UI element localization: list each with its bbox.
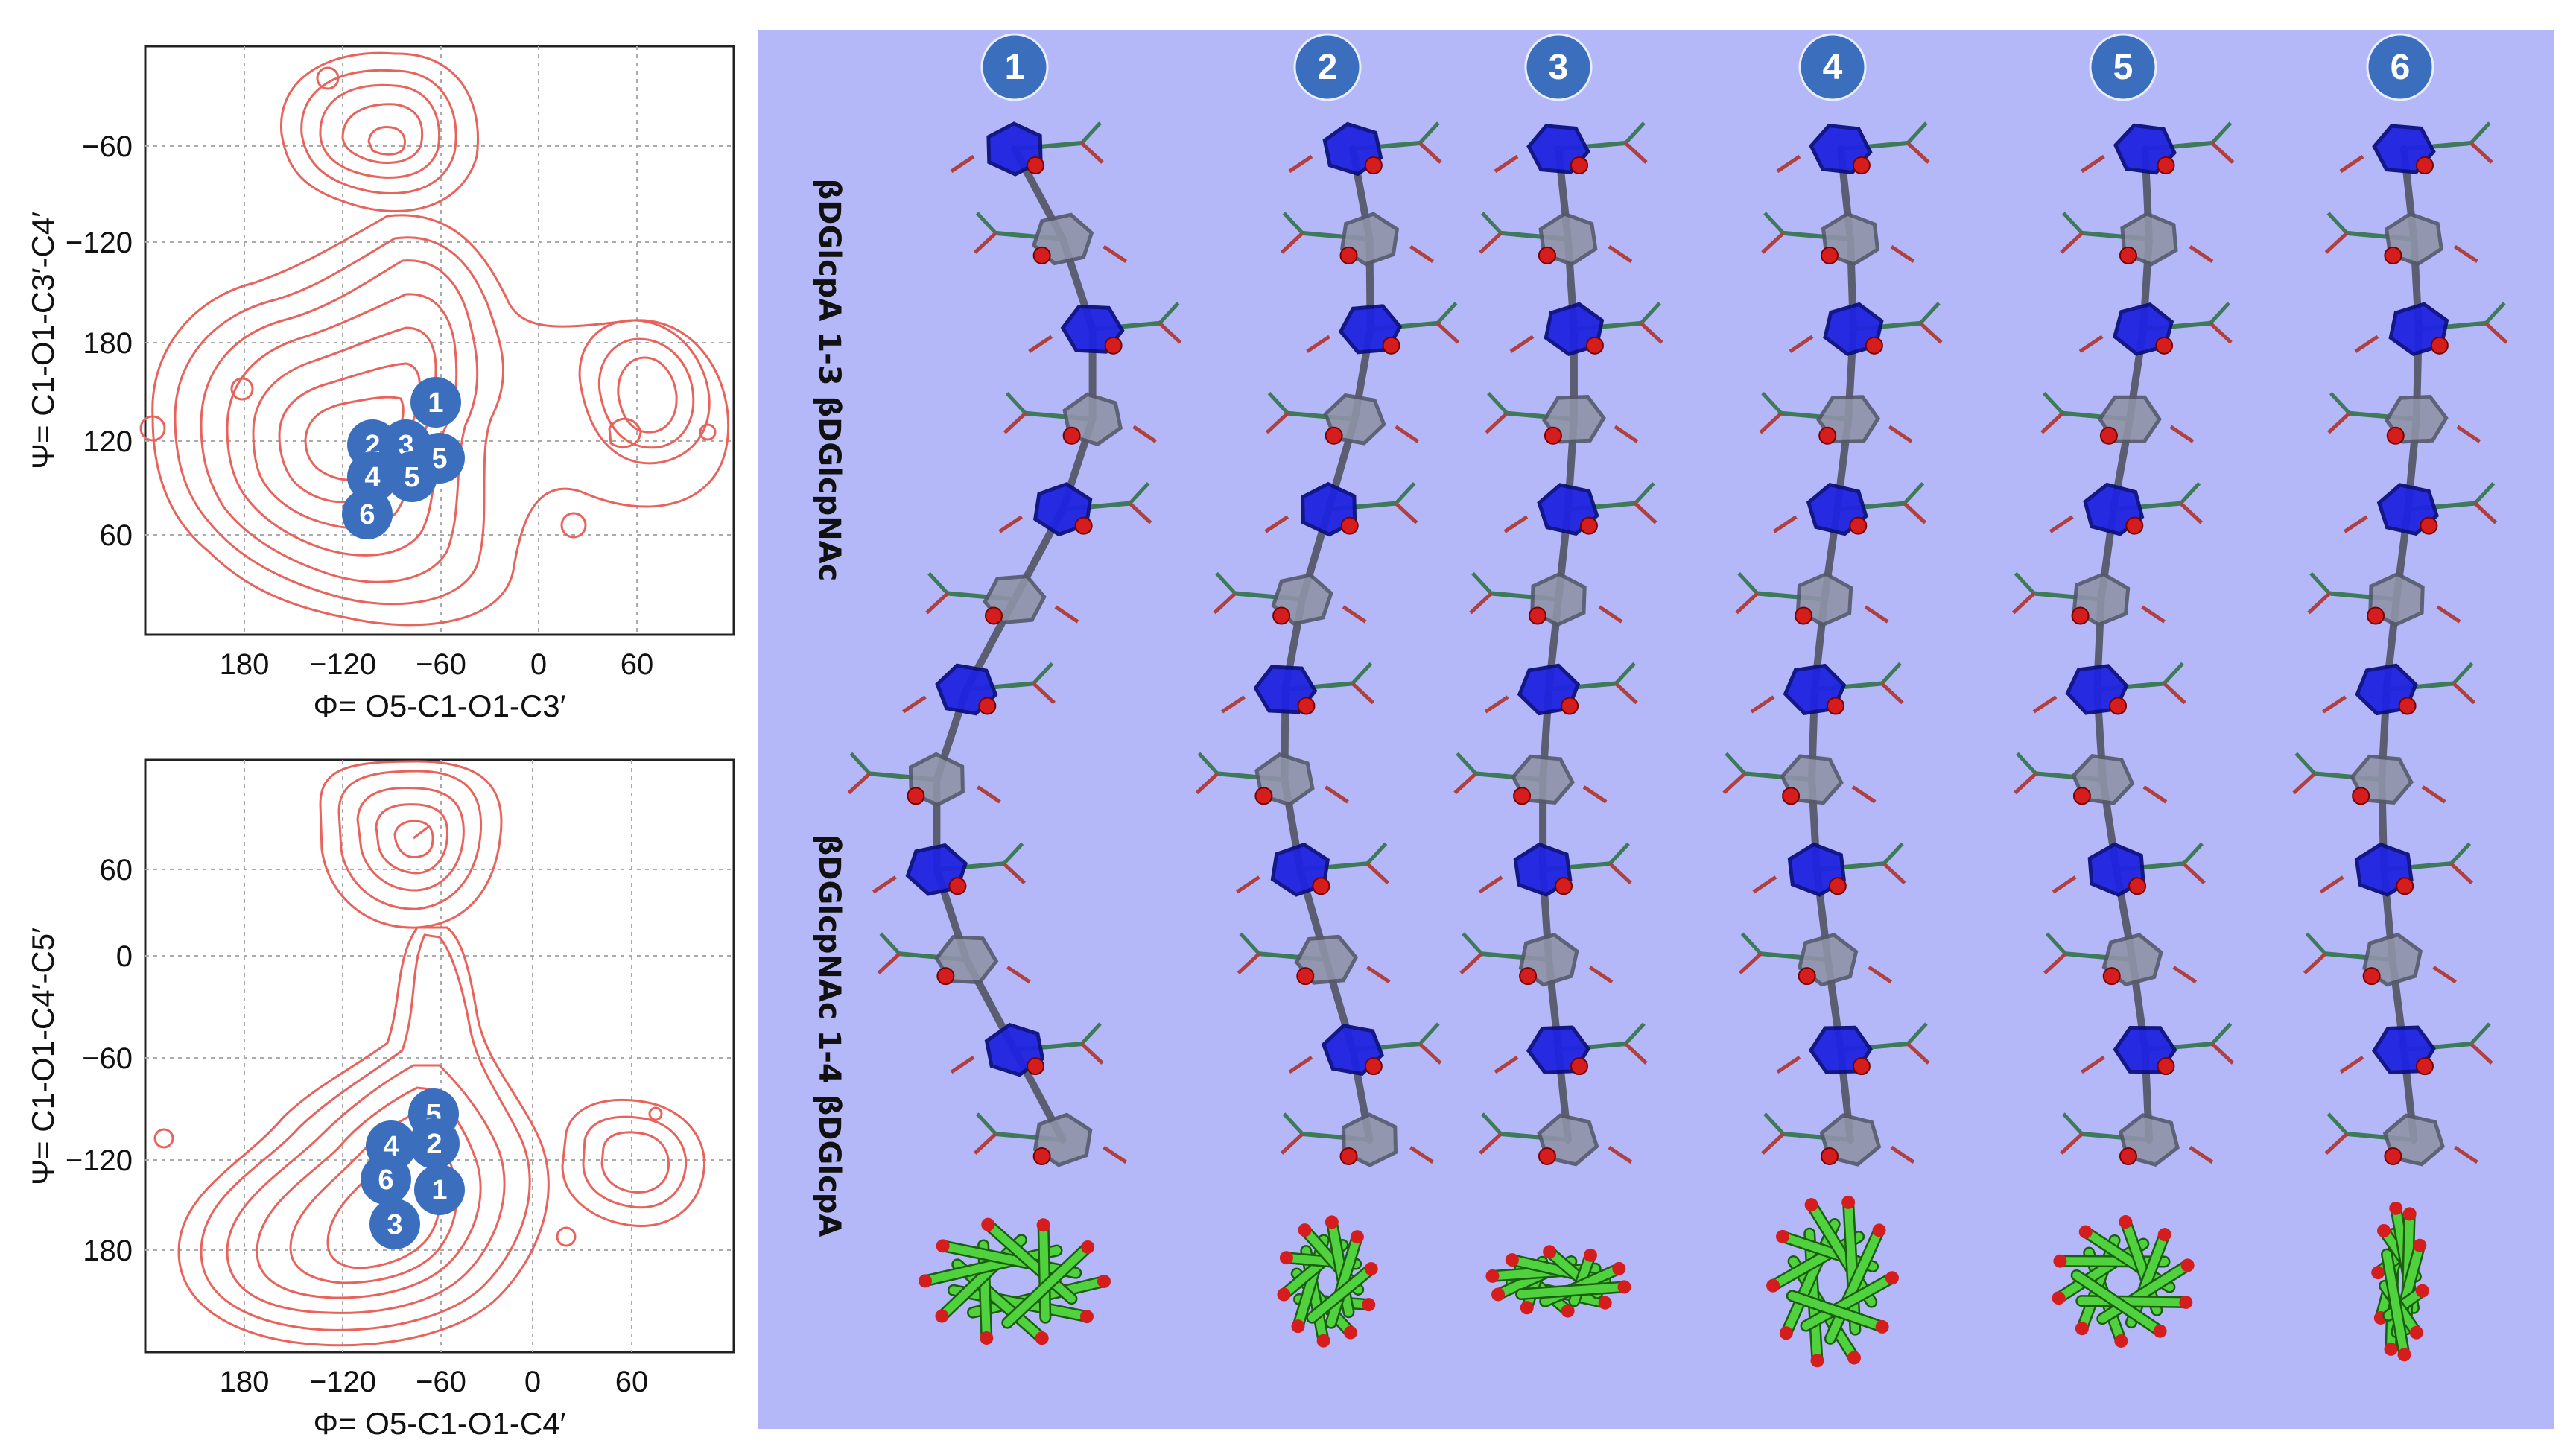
structure-panel: βDGlcpA 1-3 βDGlcpNAc βDGlcpNAc 1-4 βDGl… (758, 30, 2554, 1429)
x-tick: −120 (309, 1366, 376, 1398)
svg-text:4: 4 (1823, 48, 1843, 87)
marker-1: 1 (410, 377, 461, 428)
marker-2: 2 (409, 1118, 460, 1169)
conformer-markers: 1 2 3 5 4 5 6 (342, 377, 465, 539)
ramachandran-plot-top: 1 2 3 5 4 5 6 180 −120 −60 0 60 −60 −120… (25, 45, 735, 723)
svg-text:6: 6 (378, 1164, 393, 1196)
marker-6: 6 (342, 489, 393, 539)
y-tick: −60 (82, 130, 133, 163)
marker-5b: 5 (387, 451, 437, 502)
ramachandran-plot-bottom: 5 4 2 6 1 3 180 −120 −60 0 60 60 0 −60 −… (25, 758, 735, 1441)
marker-3: 3 (369, 1199, 420, 1249)
column-badge-5: 5 (2089, 33, 2157, 101)
end-on-view-3 (1485, 1245, 1631, 1318)
y-tick: −120 (66, 1144, 133, 1177)
x-tick-labels: 180 −120 −60 0 60 (220, 648, 654, 681)
svg-text:4: 4 (364, 462, 380, 493)
column-badge-6: 6 (2366, 33, 2434, 101)
svg-text:5: 5 (2113, 48, 2134, 87)
svg-text:6: 6 (359, 499, 375, 530)
chain-1 (847, 121, 1182, 1167)
y-tick: 60 (100, 854, 133, 887)
svg-text:5: 5 (431, 443, 447, 475)
y-tick: −120 (66, 226, 133, 259)
end-on-view-2 (1277, 1215, 1378, 1348)
svg-text:1: 1 (1005, 48, 1025, 87)
chain-2 (1195, 121, 1460, 1167)
y-tick: 180 (83, 1234, 133, 1267)
x-tick: 0 (524, 1366, 541, 1398)
end-on-views (919, 1195, 2429, 1368)
x-tick: 0 (530, 648, 547, 681)
end-on-view-6 (2371, 1201, 2429, 1362)
y-tick-labels: −60 −120 180 120 60 (66, 130, 133, 552)
end-on-view-4 (1766, 1195, 1899, 1368)
x-tick: 180 (220, 648, 270, 681)
marker-6: 6 (361, 1154, 411, 1205)
chain-4 (1722, 121, 1943, 1167)
x-axis-label: Φ= O5-C1-O1-C4′ (314, 1406, 566, 1441)
x-tick: 180 (220, 1366, 270, 1398)
column-badge-2: 2 (1293, 33, 1362, 101)
column-badges: 1 2 3 4 5 6 (980, 33, 2434, 101)
x-tick-labels: 180 −120 −60 0 60 (220, 1366, 649, 1398)
x-tick: 60 (615, 1366, 649, 1398)
panel-background (758, 30, 2554, 1429)
y-tick: 180 (83, 327, 133, 360)
side-label-top: βDGlcpA 1-3 βDGlcpNAc (812, 179, 846, 582)
svg-text:3: 3 (387, 1209, 402, 1240)
chain-6 (2292, 121, 2508, 1167)
y-tick: −60 (82, 1042, 133, 1075)
conformer-markers: 5 4 2 6 1 3 (361, 1088, 465, 1249)
chain-5 (2011, 121, 2235, 1167)
y-tick: 0 (116, 940, 133, 973)
column-badge-3: 3 (1524, 33, 1593, 101)
marker-1: 1 (414, 1164, 465, 1215)
svg-text:2: 2 (1318, 48, 1338, 87)
y-axis-label: Ψ= C1-O1-C3′-C4′ (25, 212, 60, 469)
svg-text:1: 1 (431, 1175, 447, 1206)
x-tick: −120 (309, 648, 376, 681)
plot-frame (144, 758, 735, 1354)
energy-contours (153, 760, 706, 1347)
side-label-bottom: βDGlcpNAc 1-4 βDGlcpA (812, 834, 846, 1237)
column-badge-4: 4 (1798, 33, 1867, 101)
x-tick: −60 (416, 648, 466, 681)
x-axis-label: Φ= O5-C1-O1-C3′ (314, 688, 566, 723)
column-badge-1: 1 (980, 33, 1049, 101)
svg-text:6: 6 (2391, 48, 2411, 87)
svg-text:3: 3 (1549, 48, 1569, 87)
x-tick: 60 (621, 648, 654, 681)
y-tick: 120 (83, 425, 133, 458)
y-tick-labels: 60 0 −60 −120 180 (66, 854, 133, 1267)
marker-4: 4 (347, 451, 398, 502)
svg-text:2: 2 (426, 1129, 442, 1160)
y-axis-label: Ψ= C1-O1-C4′-C5′ (25, 928, 60, 1185)
chain-3 (1453, 121, 1663, 1167)
svg-text:5: 5 (404, 462, 419, 493)
y-tick: 60 (100, 519, 133, 552)
polysaccharide-chains (847, 121, 2508, 1167)
x-tick: −60 (416, 1366, 466, 1398)
svg-text:1: 1 (428, 387, 443, 419)
end-on-view-5 (2052, 1215, 2195, 1348)
end-on-view-1 (919, 1217, 1111, 1345)
